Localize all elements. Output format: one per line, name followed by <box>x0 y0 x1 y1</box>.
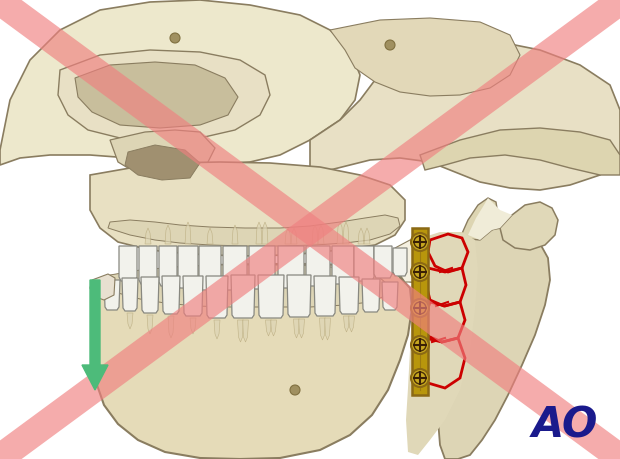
Circle shape <box>170 33 180 43</box>
Circle shape <box>411 263 429 281</box>
Polygon shape <box>287 275 311 317</box>
Polygon shape <box>406 232 478 455</box>
Polygon shape <box>258 275 284 318</box>
Circle shape <box>411 233 429 251</box>
Polygon shape <box>107 265 388 307</box>
Polygon shape <box>318 225 324 244</box>
Polygon shape <box>358 228 364 244</box>
Polygon shape <box>343 222 349 244</box>
Polygon shape <box>319 318 326 340</box>
Polygon shape <box>382 282 398 310</box>
Polygon shape <box>293 319 299 338</box>
Polygon shape <box>374 246 392 278</box>
Polygon shape <box>262 222 268 244</box>
Polygon shape <box>183 276 203 316</box>
Polygon shape <box>190 318 196 334</box>
Polygon shape <box>206 276 228 318</box>
Polygon shape <box>362 279 380 312</box>
Polygon shape <box>332 246 354 284</box>
Polygon shape <box>330 18 520 96</box>
Polygon shape <box>339 277 359 314</box>
Polygon shape <box>75 62 238 128</box>
Polygon shape <box>393 248 407 276</box>
Polygon shape <box>337 222 343 244</box>
Polygon shape <box>108 215 400 246</box>
Polygon shape <box>354 246 374 281</box>
Polygon shape <box>119 246 137 281</box>
Polygon shape <box>110 130 215 180</box>
Polygon shape <box>324 318 330 340</box>
Polygon shape <box>122 278 138 311</box>
Polygon shape <box>306 246 330 286</box>
Polygon shape <box>291 228 297 244</box>
FancyArrow shape <box>82 280 108 390</box>
Polygon shape <box>314 276 336 316</box>
Polygon shape <box>298 319 304 338</box>
Polygon shape <box>92 264 412 459</box>
Polygon shape <box>165 225 171 244</box>
Polygon shape <box>231 275 255 318</box>
Polygon shape <box>312 225 318 244</box>
Polygon shape <box>223 246 247 290</box>
Polygon shape <box>460 198 498 240</box>
Circle shape <box>411 369 429 387</box>
Polygon shape <box>125 145 200 180</box>
Polygon shape <box>141 277 159 313</box>
Circle shape <box>411 299 429 317</box>
Polygon shape <box>199 246 221 290</box>
Polygon shape <box>343 316 350 332</box>
Circle shape <box>411 336 429 354</box>
Polygon shape <box>242 320 249 342</box>
Text: AO: AO <box>532 404 598 446</box>
Polygon shape <box>232 225 238 244</box>
Polygon shape <box>249 246 275 289</box>
Polygon shape <box>58 50 270 140</box>
Polygon shape <box>178 246 198 288</box>
Polygon shape <box>147 315 153 334</box>
Polygon shape <box>159 246 177 286</box>
Polygon shape <box>214 320 220 339</box>
Polygon shape <box>412 228 428 395</box>
Polygon shape <box>237 320 244 342</box>
Polygon shape <box>207 228 213 244</box>
Polygon shape <box>0 0 360 165</box>
Polygon shape <box>500 202 558 250</box>
Polygon shape <box>420 128 620 175</box>
Polygon shape <box>285 228 291 244</box>
Polygon shape <box>162 276 180 314</box>
Polygon shape <box>270 320 277 336</box>
Polygon shape <box>468 198 512 240</box>
Polygon shape <box>395 240 438 282</box>
Polygon shape <box>104 280 120 310</box>
Polygon shape <box>90 274 115 300</box>
Circle shape <box>385 40 395 50</box>
Circle shape <box>290 385 300 395</box>
Polygon shape <box>90 162 405 256</box>
Polygon shape <box>310 40 620 190</box>
Polygon shape <box>400 228 550 459</box>
Polygon shape <box>256 222 262 244</box>
Polygon shape <box>127 313 133 329</box>
Polygon shape <box>185 222 191 244</box>
Polygon shape <box>348 316 355 332</box>
Polygon shape <box>364 228 370 244</box>
Polygon shape <box>265 320 272 336</box>
Polygon shape <box>145 228 151 244</box>
Polygon shape <box>139 246 157 284</box>
Polygon shape <box>168 316 174 338</box>
Polygon shape <box>278 246 304 288</box>
